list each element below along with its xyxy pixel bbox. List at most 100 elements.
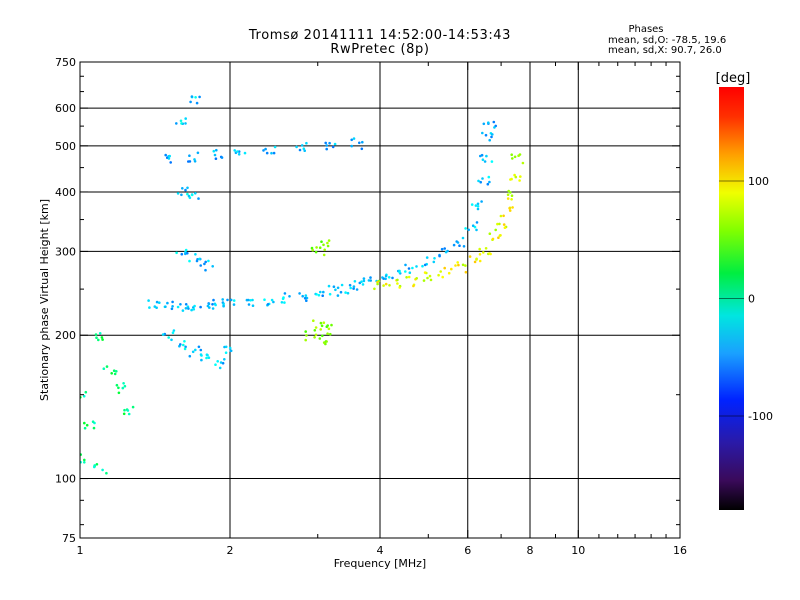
echo-point xyxy=(461,236,465,240)
echo-point xyxy=(475,257,478,261)
echo-point xyxy=(190,308,193,312)
echo-point xyxy=(322,253,326,257)
echo-point xyxy=(191,350,195,354)
echo-point xyxy=(422,279,426,282)
echo-point xyxy=(404,263,407,267)
echo-point xyxy=(479,154,482,158)
echo-point xyxy=(352,287,355,290)
echo-point xyxy=(222,304,225,308)
echo-point xyxy=(155,306,158,310)
echo-point xyxy=(179,343,182,346)
chart-subtitle: RwPretec (8p) xyxy=(330,42,429,57)
echo-point xyxy=(474,204,478,207)
echo-point xyxy=(190,193,194,197)
echo-point xyxy=(303,296,307,300)
echo-point xyxy=(304,330,308,333)
echo-point xyxy=(488,252,491,255)
echo-point xyxy=(169,161,172,164)
echo-point xyxy=(317,293,321,297)
echo-point xyxy=(391,276,394,280)
echo-point xyxy=(487,121,490,124)
echo-point xyxy=(486,182,490,186)
echo-point xyxy=(321,334,324,338)
echo-point xyxy=(122,382,125,385)
echo-point xyxy=(355,288,359,291)
echo-point xyxy=(198,257,201,261)
echo-point xyxy=(458,244,461,247)
y-tick-label: 750 xyxy=(55,56,76,69)
echo-point xyxy=(439,270,443,273)
echo-point xyxy=(478,259,482,263)
echo-point xyxy=(325,144,329,147)
echo-point xyxy=(168,154,171,158)
echo-point xyxy=(232,299,236,302)
echo-point xyxy=(272,300,275,304)
echo-point xyxy=(339,290,343,294)
echo-point xyxy=(407,267,411,270)
echo-point xyxy=(184,345,187,349)
echo-point xyxy=(396,282,399,285)
echo-point xyxy=(189,100,192,104)
echo-point xyxy=(194,96,197,99)
echo-point xyxy=(264,147,267,151)
echo-point xyxy=(318,246,322,249)
echo-point xyxy=(429,278,433,282)
stats-x-mode: mean, sd,X: 90.7, 26.0 xyxy=(608,45,722,56)
echo-point xyxy=(348,283,352,287)
echo-point xyxy=(188,154,191,157)
echo-point xyxy=(319,290,322,294)
y-tick-label: 500 xyxy=(55,140,76,153)
echo-point xyxy=(126,409,130,412)
echo-point xyxy=(499,214,503,218)
echo-point xyxy=(288,295,291,298)
x-tick-label: 2 xyxy=(227,544,234,557)
echo-point xyxy=(219,361,223,364)
echo-point xyxy=(320,240,323,243)
echo-point xyxy=(493,126,496,129)
echo-point xyxy=(176,192,180,195)
echo-point xyxy=(181,187,184,190)
echo-point xyxy=(117,391,121,395)
echo-point xyxy=(199,348,203,352)
echo-point xyxy=(131,405,135,409)
echo-point xyxy=(194,253,197,256)
echo-point xyxy=(95,336,98,340)
echo-point xyxy=(323,248,327,252)
echo-point xyxy=(513,155,517,159)
echo-point xyxy=(376,282,379,286)
echo-point xyxy=(229,349,232,353)
echo-point xyxy=(313,336,316,339)
echo-point xyxy=(226,298,229,302)
echo-point xyxy=(95,463,99,466)
echo-point xyxy=(336,294,340,297)
echo-point xyxy=(190,95,194,98)
echo-point xyxy=(415,265,418,268)
echo-point xyxy=(376,280,379,284)
echo-point xyxy=(75,462,78,465)
echo-point xyxy=(204,260,207,264)
echo-point xyxy=(490,160,494,163)
y-tick-label: 75 xyxy=(62,532,76,545)
echo-point xyxy=(498,222,501,226)
echo-point xyxy=(396,278,399,282)
echo-point xyxy=(443,247,447,250)
echo-point xyxy=(428,274,432,278)
echo-point xyxy=(176,305,180,309)
echo-point xyxy=(513,173,516,177)
echo-point xyxy=(195,101,199,105)
echo-point xyxy=(298,292,301,295)
echo-point xyxy=(475,221,479,224)
echo-point xyxy=(161,333,165,336)
echo-point xyxy=(519,175,522,178)
echo-point xyxy=(387,276,391,279)
echo-point xyxy=(326,244,330,248)
echo-point xyxy=(214,363,217,367)
echo-point xyxy=(73,398,76,401)
echo-point xyxy=(352,137,356,140)
echo-point xyxy=(186,192,189,196)
echo-point xyxy=(456,261,460,264)
echo-point xyxy=(101,338,104,341)
echo-point xyxy=(481,131,484,135)
y-tick-label: 300 xyxy=(55,245,76,258)
echo-point xyxy=(481,158,485,161)
